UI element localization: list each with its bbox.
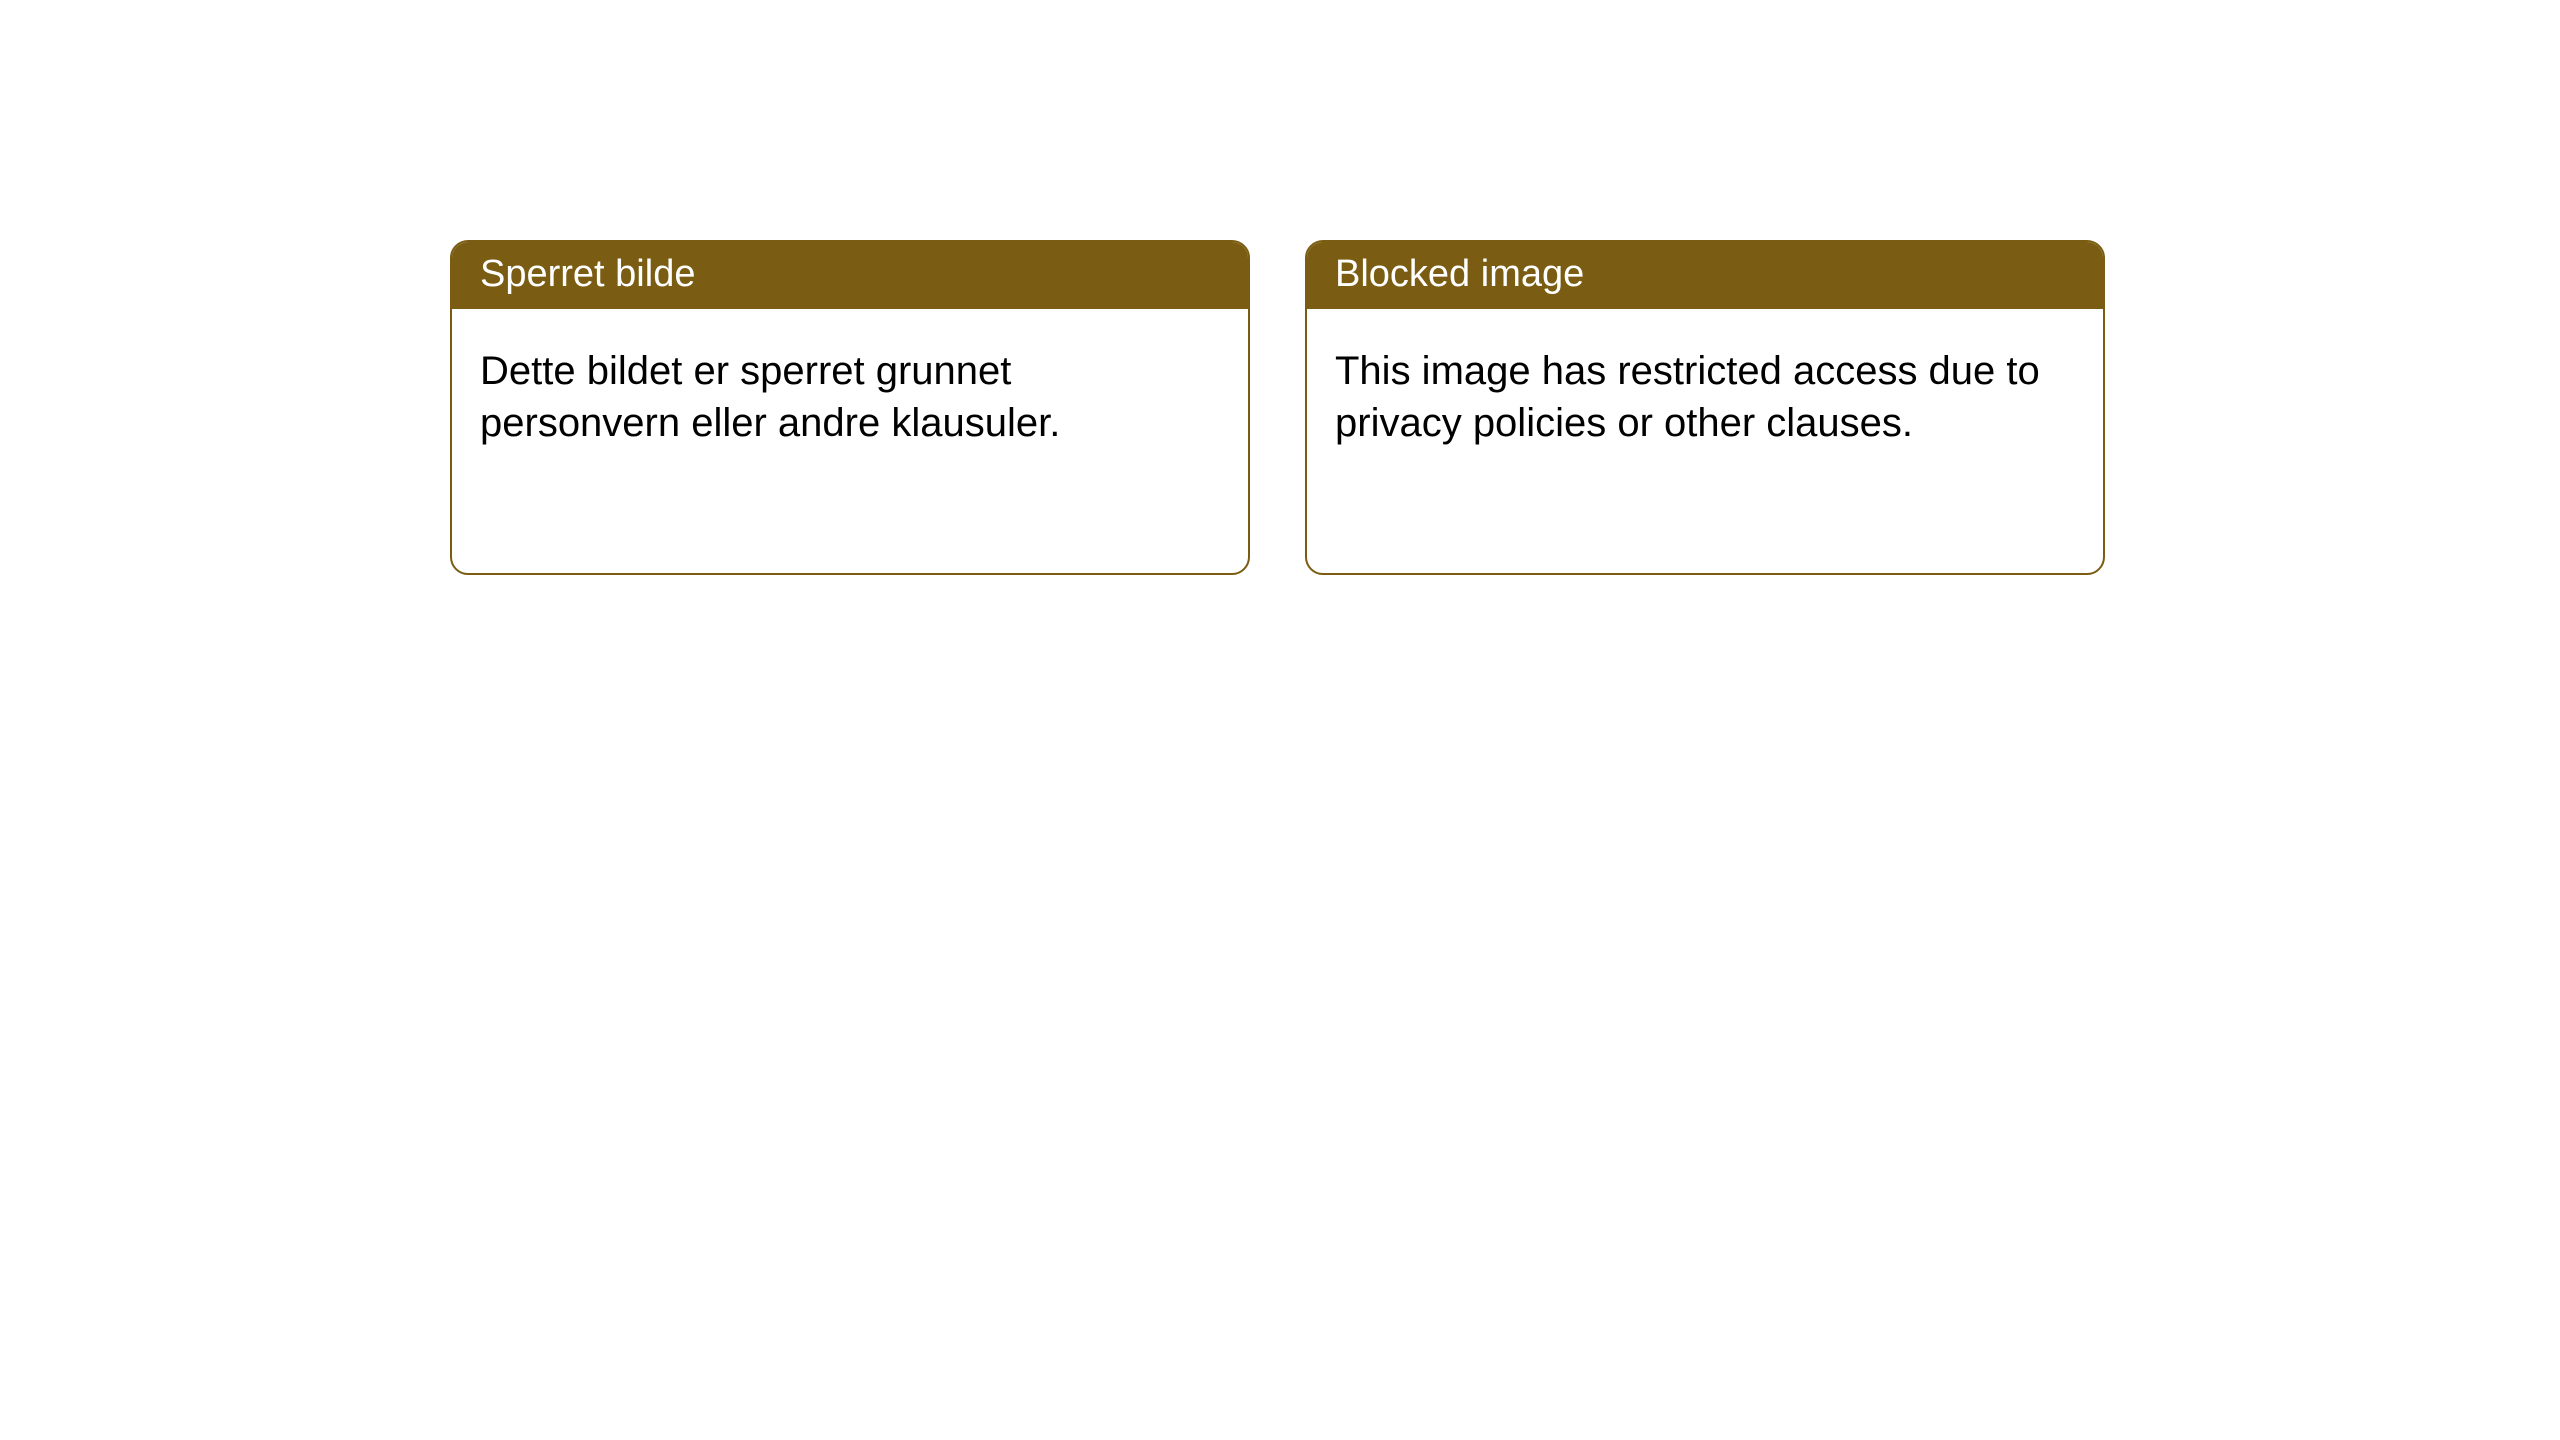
- notice-card-norwegian: Sperret bilde Dette bildet er sperret gr…: [450, 240, 1250, 575]
- notice-body: This image has restricted access due to …: [1307, 309, 2103, 485]
- notice-body: Dette bildet er sperret grunnet personve…: [452, 309, 1248, 485]
- notice-title: Sperret bilde: [480, 253, 695, 295]
- notice-message: This image has restricted access due to …: [1335, 349, 2040, 445]
- notice-card-english: Blocked image This image has restricted …: [1305, 240, 2105, 575]
- notice-header: Sperret bilde: [452, 242, 1248, 309]
- notice-message: Dette bildet er sperret grunnet personve…: [480, 349, 1060, 445]
- notice-title: Blocked image: [1335, 253, 1584, 295]
- notice-container: Sperret bilde Dette bildet er sperret gr…: [0, 0, 2560, 575]
- notice-header: Blocked image: [1307, 242, 2103, 309]
